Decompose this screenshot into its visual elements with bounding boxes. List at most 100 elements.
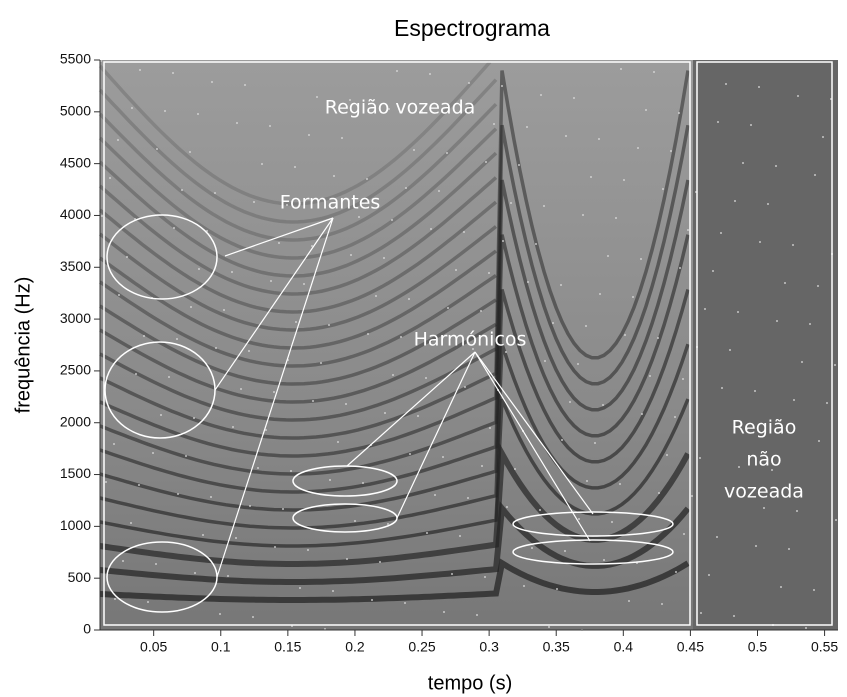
noise-speck [514,468,516,470]
highlight-ellipse [512,511,674,537]
x-tick-label: 0.5 [748,639,768,655]
noise-speck [653,71,655,73]
noise-speck [531,547,533,549]
harmonic-band [98,200,498,314]
noise-speck [135,373,137,375]
noise-speck [699,457,701,459]
noise-speck [682,378,684,380]
noise-speck [139,69,141,71]
noise-speck [155,563,157,565]
noise-speck [160,414,162,416]
harmonic-band [99,343,690,530]
noise-speck [675,571,677,573]
noise-speck [826,402,828,404]
harmonic-band [99,558,690,603]
noise-speck [632,296,634,298]
noise-speck [725,83,727,85]
noise-speck [185,455,187,457]
noise-speck [303,283,305,285]
noise-speck [223,309,225,311]
noise-speck [307,549,309,551]
noise-speck [539,509,541,511]
noise-speck [190,306,192,308]
noise-speck [371,599,373,601]
annotation: Formantes [280,192,381,214]
noise-speck [797,95,799,97]
noise-speck [235,537,237,539]
x-tick-label: 0.1 [211,639,231,655]
noise-speck [582,214,584,216]
noise-speck [463,231,465,233]
pointer-line [396,351,476,519]
x-tick-label: 0.3 [479,639,499,655]
y-tick-label: 2500 [60,362,91,378]
noise-speck [720,232,722,234]
noise-speck [117,139,119,141]
noise-speck [249,505,251,507]
noise-speck [564,550,566,552]
noise-speck [447,307,449,309]
noise-speck [759,241,761,243]
noise-speck [383,257,385,259]
noise-speck [721,387,723,389]
noise-speck [623,179,625,181]
noise-speck [573,97,575,99]
annotation: Região vozeada [325,97,476,119]
noise-speck [733,615,735,617]
noise-speck [716,536,718,538]
annotation: vozeada [724,481,804,503]
noise-speck [670,150,672,152]
noise-speck [430,228,432,230]
noise-speck [704,308,706,310]
noise-speck [215,347,217,349]
noise-speck [615,217,617,219]
noise-speck [232,426,234,428]
noise-speck [346,558,348,560]
noise-speck [835,519,837,521]
noise-speck [206,230,208,232]
harmonic-band [98,60,492,206]
noise-speck [599,293,601,295]
x-tick-label: 0.4 [614,639,634,655]
noise-speck [105,481,107,483]
y-tick-label: 5000 [60,103,91,119]
noise-speck [619,483,621,485]
noise-speck [818,440,820,442]
noise-speck [265,429,267,431]
noise-speck [405,187,407,189]
harmonic-band [98,102,498,242]
noise-speck [316,96,318,98]
noise-speck [817,285,819,287]
x-tick-label: 0.45 [677,639,704,655]
noise-speck [379,561,381,563]
noise-speck [210,496,212,498]
noise-speck [227,575,229,577]
noise-speck [556,588,558,590]
noise-speck [114,598,116,600]
noise-speck [400,336,402,338]
x-axis-label: tempo (s) [428,672,512,694]
noise-speck [480,310,482,312]
noise-speck [464,386,466,388]
noise-speck [585,325,587,327]
noise-speck [282,508,284,510]
noise-speck [299,587,301,589]
y-tick-label: 1500 [60,465,91,481]
noise-speck [358,216,360,218]
noise-speck [426,532,428,534]
noise-speck [181,189,183,191]
noise-speck [443,611,445,613]
y-axis-label: frequência (Hz) [12,277,34,414]
noise-speck [429,73,431,75]
noise-speck [501,85,503,87]
noise-speck [561,439,563,441]
noise-speck [678,112,680,114]
noise-speck [586,480,588,482]
noise-speck [527,281,529,283]
noise-speck [231,271,233,273]
unvoiced-box [696,61,833,626]
noise-speck [138,484,140,486]
noise-speck [391,219,393,221]
noise-speck [691,495,693,497]
